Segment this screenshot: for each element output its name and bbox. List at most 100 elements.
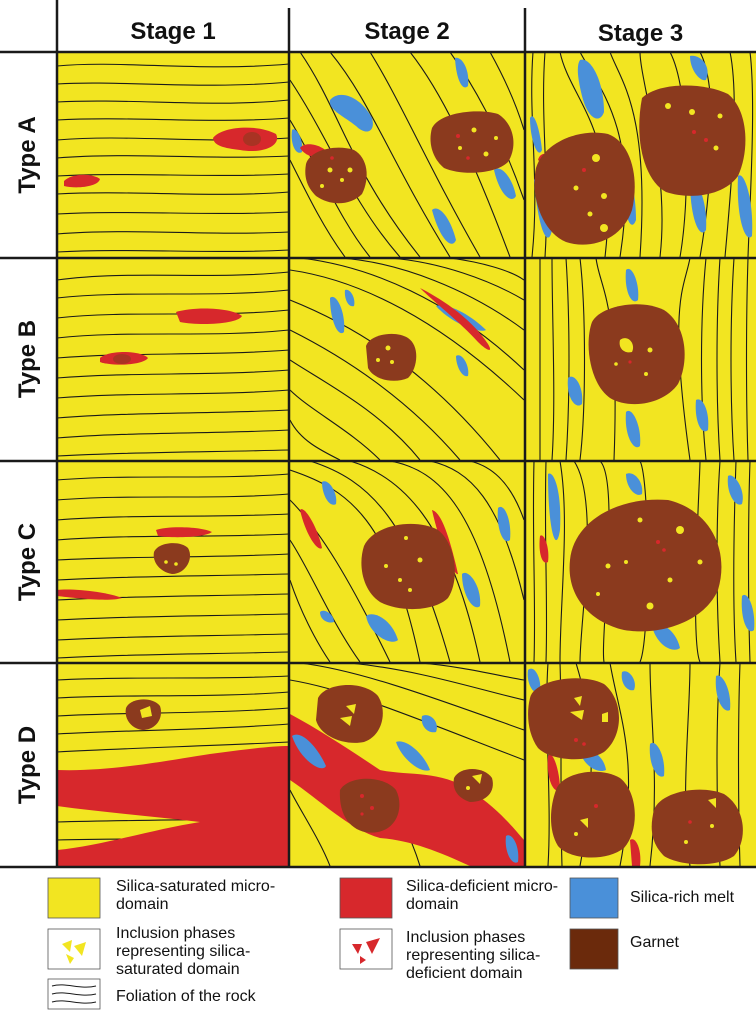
- column-header-stage-1: Stage 1: [130, 18, 216, 45]
- saturated-inclusions: [614, 347, 653, 376]
- saturated-inclusions: [384, 536, 423, 592]
- silica-rich-melt: [462, 572, 481, 608]
- silica-rich-melt: [625, 268, 639, 302]
- saturated-inclusions: [570, 696, 716, 844]
- foliation-lines: [290, 461, 524, 662]
- silica-rich-melt: [366, 614, 398, 642]
- cell-type-a-stage-3: [525, 52, 756, 257]
- silica-deficient-domain: [290, 714, 524, 866]
- silica-rich-melt: [455, 57, 469, 88]
- deficient-inclusions: [656, 540, 666, 552]
- garnet: [651, 789, 743, 865]
- row-header-type-d: Type D: [14, 725, 41, 805]
- garnet: [430, 111, 514, 173]
- silica-rich-melt: [494, 168, 516, 199]
- cell-type-a-stage-2: [290, 52, 524, 257]
- silica-rich-melt: [690, 55, 708, 81]
- row-header-type-c: Type C: [14, 522, 41, 602]
- silica-rich-melt: [396, 741, 430, 771]
- cell-type-d-stage-1: [57, 663, 289, 866]
- silica-rich-melt: [497, 506, 511, 542]
- foliation-lines: [539, 258, 749, 460]
- silica-rich-melt: [741, 594, 755, 632]
- cell-type-c-stage-1: [57, 461, 289, 662]
- silica-deficient-domain: [176, 308, 242, 324]
- column-header-stage-3: Stage 3: [597, 20, 684, 47]
- deficient-inclusions: [360, 794, 374, 816]
- silica-deficient-domain: [630, 839, 641, 866]
- silica-rich-melt: [649, 742, 665, 777]
- garnet: [153, 543, 191, 574]
- silica-deficient-domain: [420, 288, 491, 350]
- saturated-inclusions: [164, 560, 178, 566]
- saturated-inclusions: [320, 127, 498, 188]
- legend-label-deficient-inclusions: Inclusion phases representing silica-def…: [406, 929, 541, 982]
- silica-rich-melt: [432, 208, 456, 244]
- saturated-inclusions: [340, 704, 482, 790]
- silica-rich-melt: [292, 734, 326, 769]
- legend-swatch-saturated-inclusions: [47, 928, 101, 970]
- silica-rich-melt: [567, 376, 583, 406]
- silica-rich-melt: [727, 475, 743, 505]
- foliation-lines: [57, 63, 289, 253]
- silica-rich-melt: [621, 671, 635, 691]
- garnet: [639, 85, 746, 196]
- grid-lines: [0, 0, 756, 869]
- row-header-type-a: Type A: [14, 116, 41, 194]
- garnet: [305, 147, 367, 204]
- cell-type-a-stage-1: [57, 52, 289, 257]
- silica-rich-melt: [291, 129, 303, 153]
- silica-rich-melt: [652, 624, 680, 650]
- garnet-nucleus: [113, 354, 131, 364]
- silica-rich-melt: [456, 355, 469, 377]
- garnet: [366, 333, 417, 381]
- deficient-inclusions: [574, 738, 692, 824]
- cell-type-c-stage-2: [290, 461, 524, 662]
- cell-type-d-stage-3: [525, 663, 756, 866]
- cell-type-b-stage-1: [57, 258, 289, 460]
- silica-deficient-domain: [57, 589, 122, 600]
- cell-type-b-stage-2: [290, 258, 524, 460]
- silica-rich-melt: [548, 473, 561, 541]
- silica-rich-melt: [577, 59, 604, 119]
- silica-rich-melt: [322, 481, 337, 505]
- silica-rich-melt: [695, 399, 709, 432]
- silica-deficient-domain: [57, 746, 289, 866]
- garnet: [361, 523, 455, 610]
- column-header-stage-2: Stage 2: [364, 18, 450, 45]
- legend-label-silica-saturated: Silica-saturated micro-domain: [116, 878, 276, 913]
- legend-swatch-silica-deficient: [339, 877, 393, 919]
- garnet: [534, 132, 635, 245]
- garnet-nucleus: [243, 132, 261, 146]
- silica-deficient-domain: [547, 754, 560, 791]
- legend-label-foliation: Foliation of the rock: [116, 988, 256, 1005]
- legend-swatch-garnet: [569, 928, 619, 970]
- silica-rich-melt: [505, 835, 519, 863]
- saturated-inclusion: [619, 338, 634, 353]
- legend-swatch-deficient-inclusions: [339, 928, 393, 970]
- legend-label-silica-rich-melt: Silica-rich melt: [630, 889, 735, 906]
- silica-rich-melt: [626, 473, 643, 495]
- silica-deficient-domain: [539, 535, 549, 563]
- silica-rich-melt: [330, 296, 345, 334]
- legend-swatch-foliation: [47, 978, 101, 1010]
- silica-rich-melt: [715, 675, 731, 711]
- legend-label-silica-deficient: Silica-deficient micro-domain: [406, 878, 559, 913]
- foliation-lines: [531, 52, 754, 257]
- foliation-lines: [57, 271, 289, 457]
- legend-label-saturated-inclusions: Inclusion phases representing silica-sat…: [116, 925, 251, 978]
- garnet: [316, 684, 383, 743]
- silica-rich-melt: [527, 668, 541, 693]
- cell-type-b-stage-3: [525, 258, 756, 460]
- saturated-inclusions: [376, 345, 394, 364]
- silica-rich-melt: [530, 116, 542, 153]
- garnet: [569, 499, 722, 632]
- silica-deficient-domain: [156, 527, 212, 538]
- deficient-inclusions: [628, 360, 632, 364]
- legend-swatch-silica-rich-melt: [569, 877, 619, 919]
- saturated-inclusion: [140, 706, 152, 718]
- cell-type-d-stage-2: [290, 663, 524, 866]
- silica-rich-melt: [737, 175, 753, 238]
- garnet: [588, 304, 685, 405]
